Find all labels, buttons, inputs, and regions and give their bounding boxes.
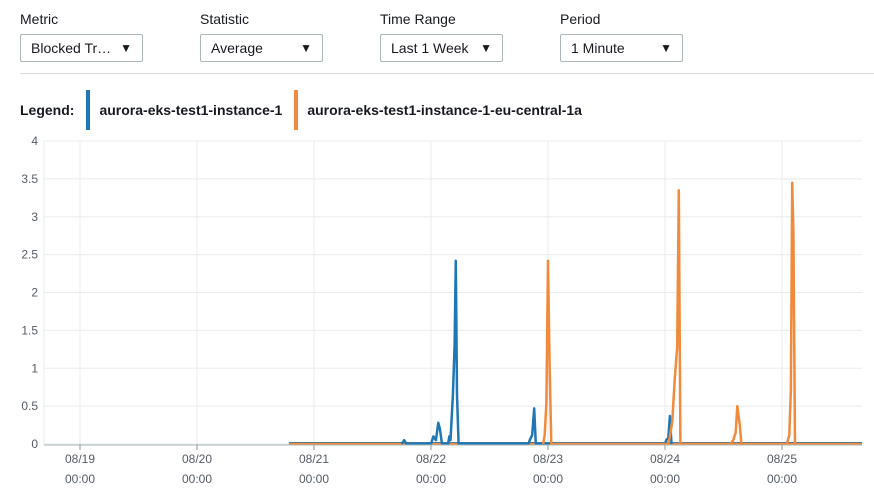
- x-tick-date: 08/24: [650, 452, 680, 466]
- metric-value: Blocked Tr…: [31, 40, 112, 56]
- y-tick-label: 1: [31, 361, 38, 375]
- caret-down-icon: ▼: [300, 41, 312, 55]
- y-tick-label: 4: [31, 134, 38, 148]
- time-range-control: Time Range Last 1 Week ▼: [380, 10, 503, 62]
- x-tick-date: 08/21: [299, 452, 329, 466]
- statistic-label: Statistic: [200, 11, 250, 27]
- period-select[interactable]: 1 Minute ▼: [560, 34, 683, 62]
- x-tick-time: 00:00: [416, 472, 446, 486]
- y-tick-label: 0.5: [21, 399, 38, 413]
- time-range-value: Last 1 Week: [391, 40, 469, 56]
- time-range-label: Time Range: [380, 11, 456, 27]
- y-tick-label: 3: [31, 210, 38, 224]
- caret-down-icon: ▼: [480, 41, 492, 55]
- time-range-select[interactable]: Last 1 Week ▼: [380, 34, 503, 62]
- y-tick-label: 1.5: [21, 323, 38, 337]
- y-tick-label: 0: [31, 437, 38, 451]
- period-control: Period 1 Minute ▼: [560, 10, 683, 62]
- divider: [20, 73, 874, 74]
- x-tick-date: 08/20: [182, 452, 212, 466]
- legend-series-1-name: aurora-eks-test1-instance-1: [99, 102, 283, 118]
- caret-down-icon: ▼: [120, 41, 132, 55]
- legend-series-2-name: aurora-eks-test1-instance-1-eu-central-1…: [307, 102, 582, 118]
- x-tick-time: 00:00: [650, 472, 680, 486]
- x-tick-date: 08/19: [65, 452, 95, 466]
- period-label: Period: [560, 11, 601, 27]
- metric-select[interactable]: Blocked Tr… ▼: [20, 34, 143, 62]
- y-tick-label: 2: [31, 286, 38, 300]
- x-tick-time: 00:00: [299, 472, 329, 486]
- x-tick-date: 08/25: [767, 452, 797, 466]
- legend-item-series-2[interactable]: aurora-eks-test1-instance-1-eu-central-1…: [294, 90, 582, 130]
- x-tick-date: 08/23: [533, 452, 563, 466]
- caret-down-icon: ▼: [660, 41, 672, 55]
- series-2-line: [541, 181, 797, 446]
- legend: Legend: aurora-eks-test1-instance-1 auro…: [20, 90, 582, 130]
- y-tick-label: 2.5: [21, 248, 38, 262]
- legend-swatch-series-2: [294, 90, 299, 130]
- y-tick-label: 3.5: [21, 172, 38, 186]
- legend-item-series-1[interactable]: aurora-eks-test1-instance-1: [86, 90, 282, 130]
- controls-bar: Metric Blocked Tr… ▼ Statistic Average ▼…: [0, 0, 874, 74]
- period-value: 1 Minute: [571, 40, 625, 56]
- statistic-value: Average: [211, 40, 263, 56]
- statistic-select[interactable]: Average ▼: [200, 34, 323, 62]
- x-tick-time: 00:00: [767, 472, 797, 486]
- x-tick-date: 08/22: [416, 452, 446, 466]
- metric-label: Metric: [20, 11, 59, 27]
- x-tick-time: 00:00: [65, 472, 95, 486]
- series-1-line: [400, 259, 673, 446]
- x-tick-time: 00:00: [533, 472, 563, 486]
- x-tick-time: 00:00: [182, 472, 212, 486]
- metric-control: Metric Blocked Tr… ▼: [20, 10, 143, 62]
- statistic-control: Statistic Average ▼: [200, 10, 323, 62]
- legend-label: Legend:: [20, 102, 75, 118]
- legend-swatch-series-1: [86, 90, 91, 130]
